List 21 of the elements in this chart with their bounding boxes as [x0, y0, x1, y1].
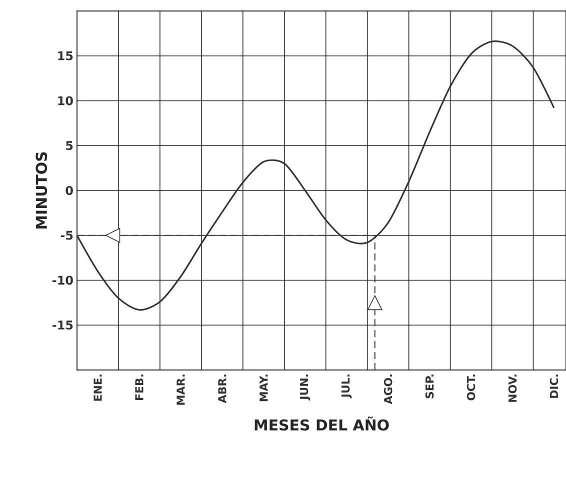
x-tick-label: JUN. [300, 374, 310, 400]
y-axis-title: MINUTOS [36, 152, 48, 228]
x-tick-label: FEB. [135, 374, 144, 400]
y-tick-label: -15 [52, 320, 73, 330]
x-tick-label: SEP. [425, 374, 434, 398]
x-tick-label: NOV. [508, 374, 517, 402]
y-tick-label: 5 [66, 141, 73, 150]
x-tick-label: MAY. [260, 374, 268, 402]
y-tick-label: -10 [52, 276, 73, 285]
x-axis-title: MESES DEL AÑO [254, 416, 389, 431]
x-tick-label: ABR. [218, 374, 226, 404]
x-tick-label: AGO. [384, 374, 392, 404]
y-tick-label: -5 [60, 230, 73, 240]
x-tick-label: JUL. [342, 374, 352, 398]
y-tick-label: 10 [58, 96, 73, 106]
x-tick-label: DIC. [550, 374, 558, 398]
x-tick-label: OCT. [466, 374, 476, 400]
y-tick-label: 0 [66, 186, 73, 196]
y-tick-label: 15 [58, 51, 73, 60]
x-tick-label: MAR. [176, 374, 185, 405]
x-tick-label: ENE. [94, 374, 102, 401]
